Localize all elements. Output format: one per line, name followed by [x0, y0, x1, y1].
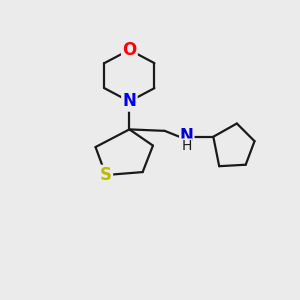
Text: O: O: [122, 41, 136, 59]
Text: N: N: [180, 127, 194, 145]
Text: H: H: [182, 139, 192, 153]
Text: N: N: [122, 92, 136, 110]
Text: S: S: [100, 166, 112, 184]
